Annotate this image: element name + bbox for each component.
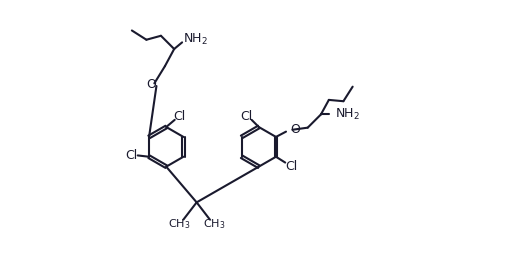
Text: NH$_2$: NH$_2$ — [184, 32, 208, 47]
Text: NH$_2$: NH$_2$ — [336, 107, 360, 122]
Text: Cl: Cl — [173, 110, 186, 123]
Text: Cl: Cl — [125, 149, 137, 162]
Text: Cl: Cl — [240, 110, 252, 123]
Text: CH$_3$: CH$_3$ — [168, 217, 191, 231]
Text: O: O — [146, 78, 156, 91]
Text: CH$_3$: CH$_3$ — [203, 217, 225, 231]
Text: Cl: Cl — [285, 160, 297, 172]
Text: O: O — [291, 123, 300, 136]
